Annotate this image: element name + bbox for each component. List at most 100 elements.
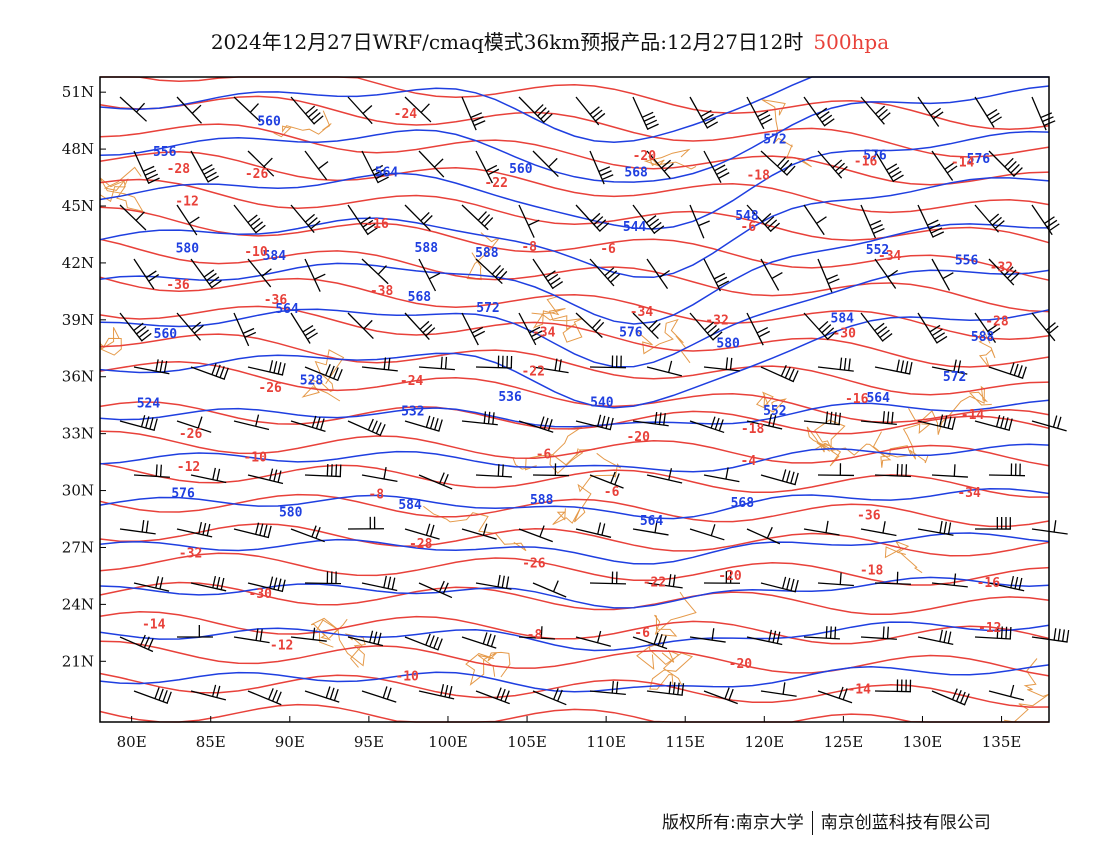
temperature-label: -34 [878,249,902,264]
isotherm-line [99,151,1050,214]
x-tick-label: 105E [507,733,547,751]
temperature-label: -6 [740,220,756,235]
wind-barb [746,526,781,545]
y-tick-label: 45N [62,197,94,215]
wind-barb [632,520,669,536]
height-label: 576 [619,325,643,340]
wind-barb [233,628,270,644]
wind-barb [304,258,326,292]
wind-barb [518,204,540,238]
height-label: 576 [171,487,195,502]
temperature-label: -36 [166,278,190,293]
boundary-line [821,431,912,468]
boundary-line [635,318,691,364]
height-label: 536 [498,390,522,405]
boundary-line [755,391,787,413]
isotherm-line [99,493,1050,528]
wind-barb [461,96,486,131]
wind-barb [347,96,373,125]
temperature-label: -28 [167,162,191,177]
wind-barb [304,364,343,382]
wind-barb [974,312,1001,343]
boundary-line [273,110,332,138]
height-label: 576 [967,152,991,167]
copyright-text: 版权所有:南京大学 [662,813,804,833]
boundary-line [643,148,697,170]
y-tick-label: 33N [62,425,94,443]
wind-barb [233,312,257,347]
height-contour-line [99,443,1050,473]
wind-barb [689,204,710,239]
wind-barb [404,312,436,340]
wind-barb [803,312,838,341]
temperature-label: -10 [244,245,268,260]
wind-barb [247,258,272,288]
wind-barb [874,150,904,183]
wind-barb [974,204,1005,233]
wind-barb [860,204,885,239]
wind-barb [760,364,799,383]
height-label: 588 [971,330,995,345]
wind-barb [119,312,152,342]
height-contour-line [99,399,1050,428]
wind-barb [532,150,559,177]
height-label: 564 [275,302,299,317]
y-tick-label: 27N [62,538,94,556]
temperature-label: -36 [264,293,288,308]
wind-barb [746,312,770,346]
wind-barb [689,312,723,341]
wind-barb [176,416,212,433]
wind-barb [760,258,783,291]
temperature-label: -8 [527,628,543,643]
wind-barb [803,626,840,640]
wind-barb [760,682,797,697]
temperature-label: -18 [860,563,884,578]
wind-barb [119,634,154,653]
temperature-label: -16 [977,576,1001,591]
wind-barb [119,415,158,432]
boundary-line [806,419,846,453]
temperature-label: -34 [957,486,981,501]
height-contour-line [99,621,1050,652]
height-label: 560 [154,327,178,342]
wind-barb [176,204,200,236]
wind-barb [803,204,827,236]
wind-barb [233,204,266,234]
wind-barb [860,521,897,537]
temperature-label: -34 [630,305,654,320]
x-tick-label: 90E [275,733,305,751]
temperature-label: -32 [179,547,202,562]
temperature-label: -38 [370,284,394,299]
y-tick-label: 24N [62,595,94,613]
temperature-label: -6 [600,242,616,257]
wind-barb [190,150,219,183]
temperature-label: -26 [245,167,269,182]
wind-barb [575,204,610,233]
wind-barb [646,574,683,589]
height-label: 564 [866,391,890,406]
boundary-line [466,232,500,281]
boundary-line [902,423,931,464]
temperature-label: -18 [741,422,765,437]
wind-barb [931,573,968,588]
height-label: 568 [408,290,432,305]
wind-barb [233,522,272,539]
temperature-label: -10 [395,669,419,684]
wind-barb [931,688,970,706]
wind-barb [746,204,781,233]
wind-barb [575,414,614,431]
height-label: 544 [623,220,647,235]
height-label: 564 [640,514,664,529]
wind-barb [119,96,147,122]
wind-barb [646,360,683,377]
temperature-label: -30 [249,587,273,602]
wind-barb [361,575,398,592]
wind-barb [347,204,379,236]
wind-barb [988,684,1025,701]
wind-barb [461,411,498,426]
isotherm-line [99,401,1050,435]
wind-barb [575,96,606,126]
wind-barb [988,362,1027,379]
wind-barb [746,96,773,130]
wind-barb [803,411,841,426]
